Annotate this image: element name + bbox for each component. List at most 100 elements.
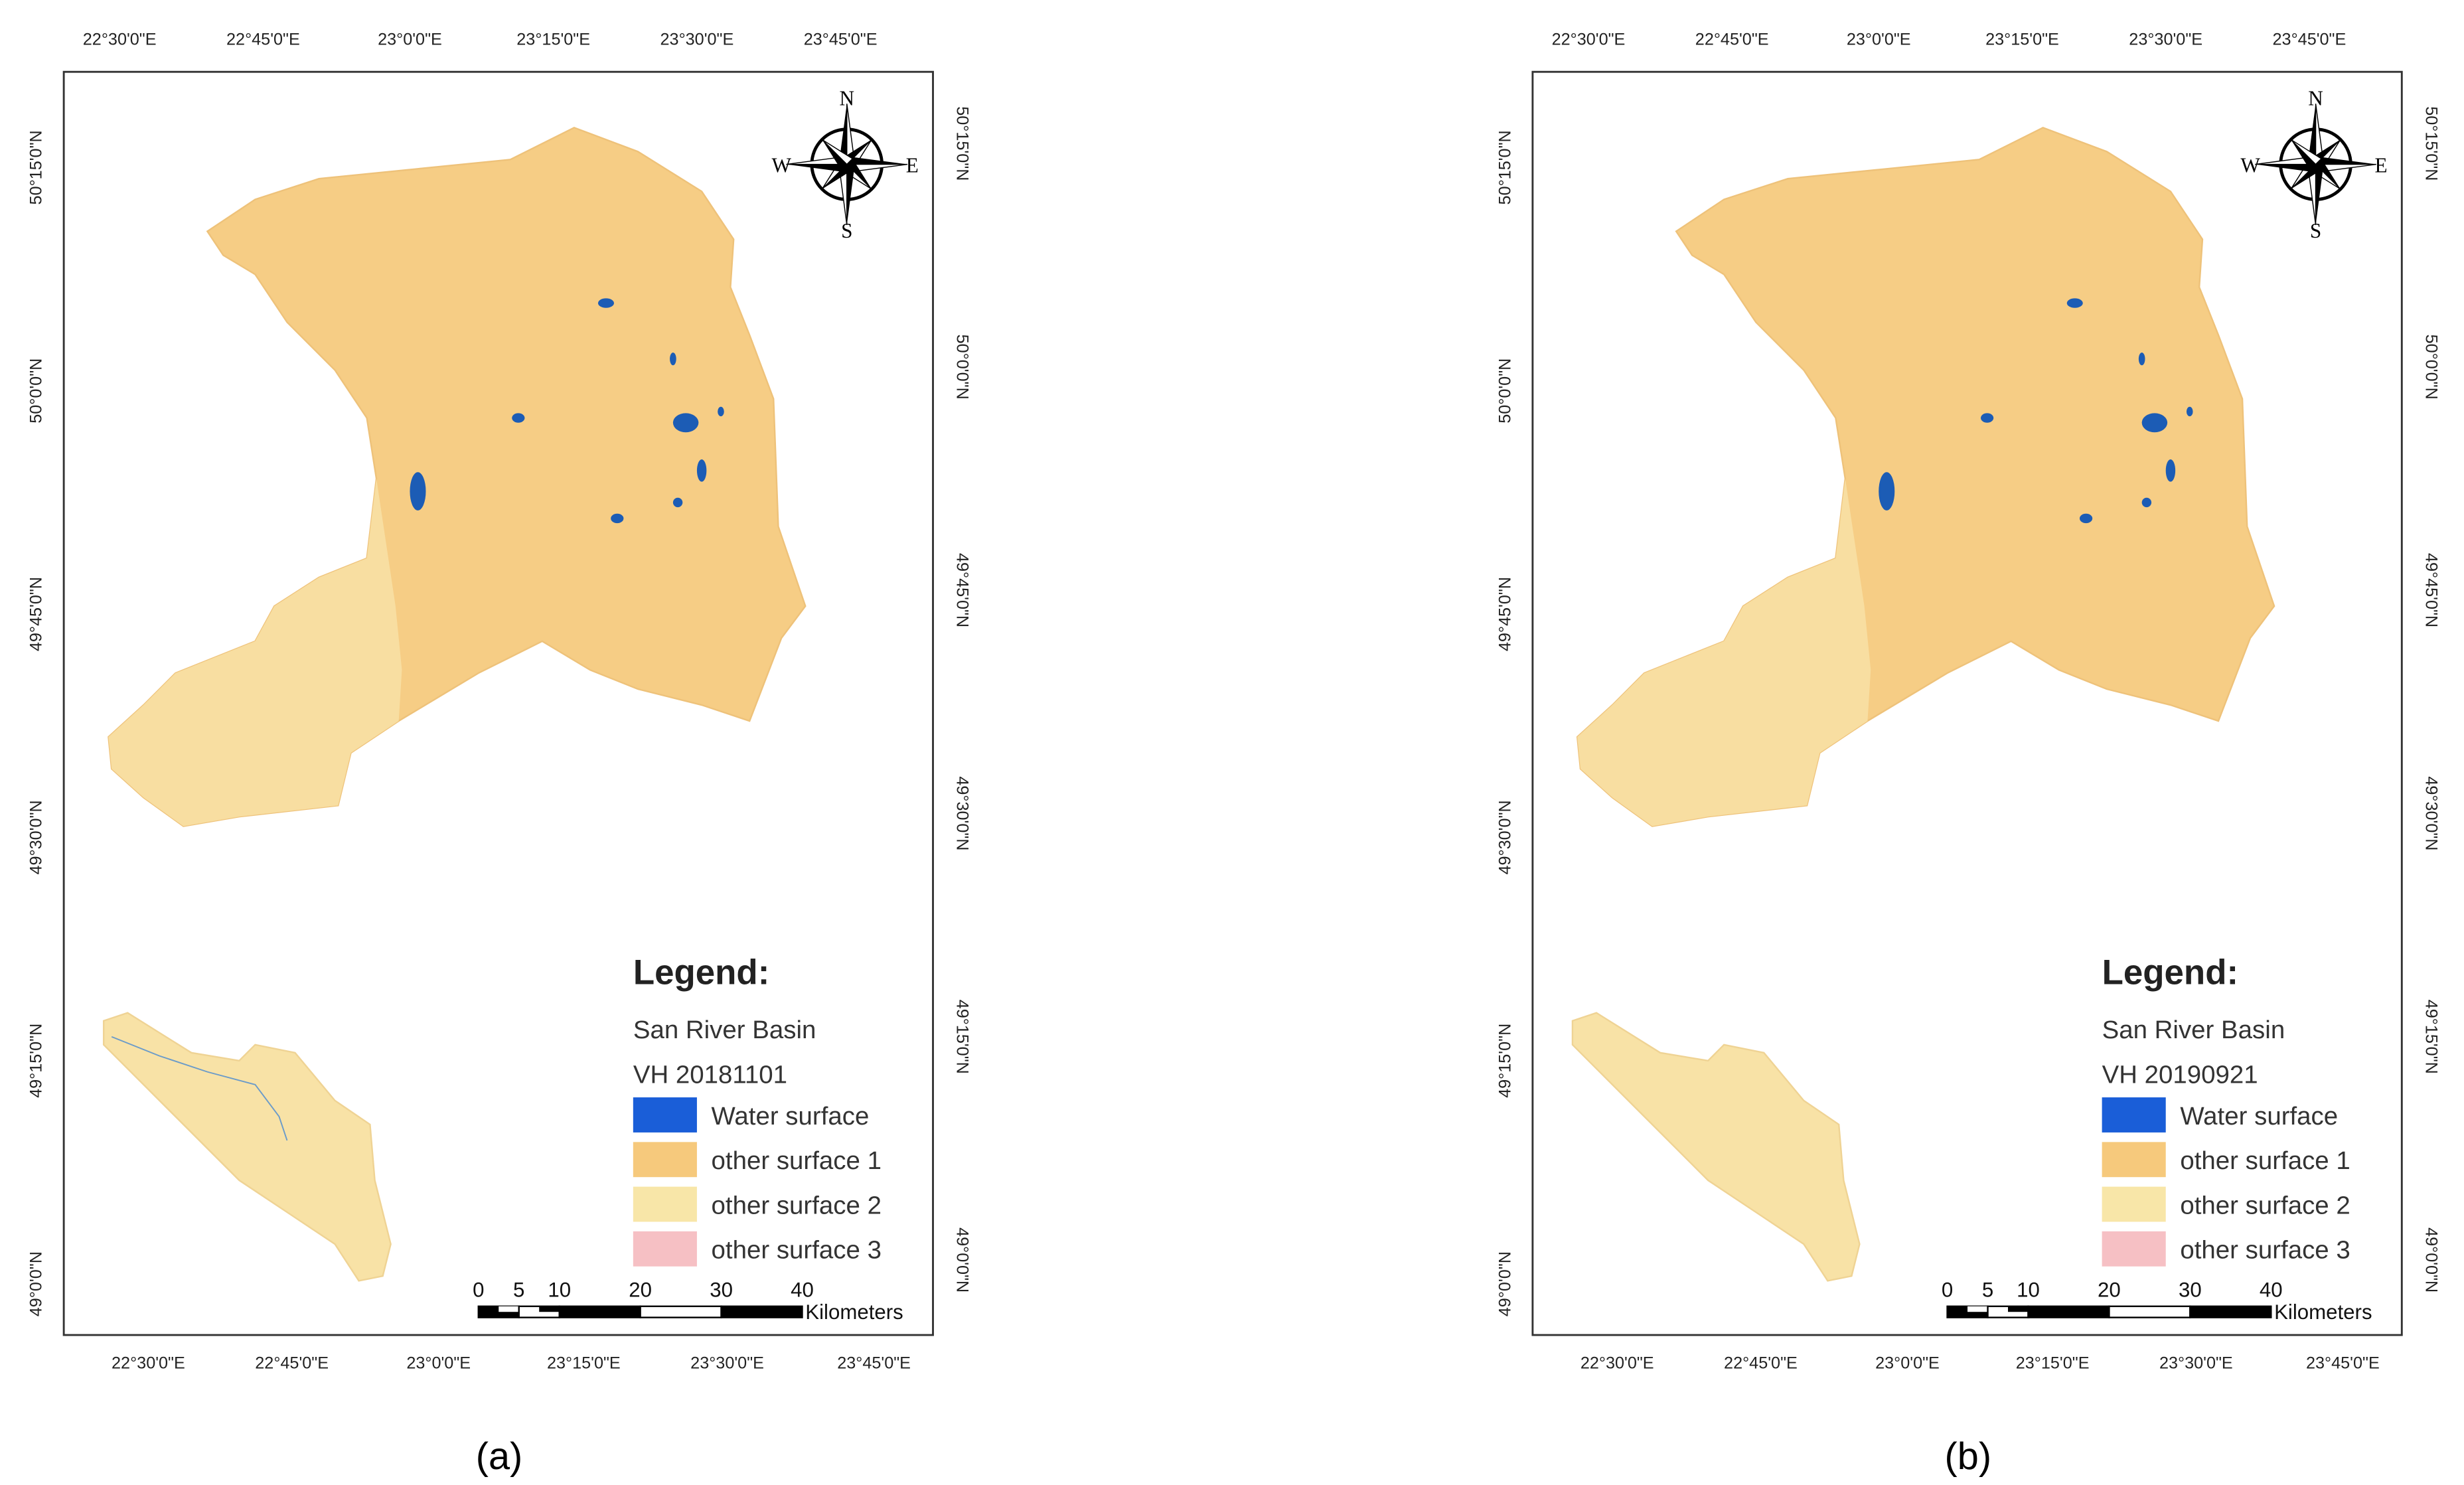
legend-band: VH 20190921 <box>2102 1060 2258 1089</box>
top-tick-label: 23°45'0"E <box>804 30 878 48</box>
bottom-tick-label: 23°30'0"E <box>2159 1354 2233 1373</box>
left-tick-label: 49°15'0"N <box>1496 1024 1514 1098</box>
scale-bar-segment <box>499 1306 519 1312</box>
legend-label: other surface 2 <box>712 1191 882 1219</box>
scale-bar-label: 5 <box>513 1278 524 1301</box>
compass-s: S <box>841 219 852 242</box>
top-tick-label: 22°45'0"E <box>1695 30 1769 48</box>
right-tick-label: 50°0'0"N <box>953 335 972 400</box>
basin-small <box>1571 1012 1861 1282</box>
bottom-tick-label: 23°0'0"E <box>1875 1354 1940 1373</box>
water-body <box>1879 472 1895 510</box>
scale-bar-segment <box>2189 1305 2272 1318</box>
scale-bar-label: 10 <box>548 1278 571 1301</box>
top-tick-label: 23°0'0"E <box>1847 30 1911 48</box>
scale-bar-segment <box>558 1305 641 1318</box>
legend-label: Water surface <box>2180 1102 2338 1131</box>
compass-n: N <box>840 87 855 110</box>
legend-title: Legend: <box>2102 953 2239 992</box>
water-body <box>672 497 683 508</box>
scale-bar-label: 10 <box>2017 1278 2040 1301</box>
basin-light <box>1577 478 1871 826</box>
compass-point <box>2291 139 2316 171</box>
scale-bar-label: 40 <box>2260 1278 2283 1301</box>
left-tick-label: 49°15'0"N <box>27 1024 45 1098</box>
legend-label: other surface 1 <box>712 1146 882 1175</box>
bottom-tick-label: 22°30'0"E <box>1580 1354 1654 1373</box>
bottom-tick-label: 23°15'0"E <box>547 1354 621 1373</box>
compass-e: E <box>906 154 919 177</box>
legend-layer: San River Basin <box>2102 1016 2285 1044</box>
map-panel: 22°30'0"E 22°45'0"E 23°0'0"E 23°15'0"E 23°30… <box>27 30 971 1478</box>
scale-bar-label: 40 <box>791 1278 814 1301</box>
water-body <box>2138 352 2145 366</box>
map-panel: 22°30'0"E 22°45'0"E 23°0'0"E 23°15'0"E 23°30… <box>1496 30 2440 1478</box>
water-body <box>2186 406 2193 417</box>
panel-caption: (b) <box>1945 1435 1991 1478</box>
legend-label: Water surface <box>712 1102 870 1131</box>
compass-point <box>2255 164 2316 173</box>
basin-light <box>108 478 402 826</box>
water-body <box>670 352 676 366</box>
water-body <box>718 406 724 417</box>
scale-bar-segment <box>2008 1306 2029 1312</box>
bottom-tick-label: 23°45'0"E <box>2306 1354 2380 1373</box>
bottom-tick-label: 23°15'0"E <box>2016 1354 2090 1373</box>
scale-bar-segment <box>1967 1306 1988 1312</box>
top-tick-label: 23°15'0"E <box>1985 30 2059 48</box>
scale-bar-segment <box>720 1305 803 1318</box>
legend-swatch <box>2102 1097 2166 1133</box>
water-body <box>2066 298 2083 308</box>
legend-swatch <box>633 1142 697 1178</box>
left-tick-label: 50°0'0"N <box>27 358 45 424</box>
scale-bar-segment <box>2108 1305 2191 1318</box>
legend-swatch <box>633 1231 697 1267</box>
legend-band: VH 20181101 <box>633 1060 787 1089</box>
right-tick-label: 50°15'0"N <box>2422 106 2440 181</box>
water-body <box>597 298 614 308</box>
legend-swatch <box>2102 1231 2166 1267</box>
scale-bar-label: 0 <box>1942 1278 1953 1301</box>
compass-rose <box>786 104 908 225</box>
top-tick-label: 22°45'0"E <box>226 30 300 48</box>
legend-swatch <box>2102 1142 2166 1178</box>
river <box>111 1036 288 1141</box>
water-body <box>410 472 426 510</box>
basin-small <box>102 1012 392 1282</box>
legend-label: other surface 3 <box>2180 1236 2350 1265</box>
bottom-tick-label: 23°0'0"E <box>406 1354 471 1373</box>
compass-rose <box>2255 104 2376 225</box>
left-tick-label: 50°0'0"N <box>1496 358 1514 424</box>
legend-swatch <box>633 1097 697 1133</box>
bottom-tick-label: 22°45'0"E <box>255 1354 329 1373</box>
compass-point <box>846 156 908 165</box>
left-tick-label: 49°30'0"N <box>27 800 45 874</box>
top-tick-label: 22°30'0"E <box>1552 30 1626 48</box>
compass-e: E <box>2375 154 2388 177</box>
water-body <box>2141 497 2152 508</box>
left-tick-label: 50°15'0"N <box>27 130 45 204</box>
compass-point <box>2290 139 2323 165</box>
legend-swatch <box>2102 1186 2166 1222</box>
scale-bar-unit: Kilometers <box>2274 1300 2372 1324</box>
compass-n: N <box>2308 87 2323 110</box>
scale-bar-label: 30 <box>710 1278 733 1301</box>
right-tick-label: 50°0'0"N <box>2422 335 2440 400</box>
water-body <box>2165 459 2176 482</box>
panel-caption: (a) <box>476 1435 522 1478</box>
scale-bar-label: 0 <box>473 1278 484 1301</box>
legend-label: other surface 2 <box>2180 1191 2350 1219</box>
legend-label: other surface 3 <box>712 1236 882 1265</box>
bottom-tick-label: 23°45'0"E <box>837 1354 911 1373</box>
water-body <box>2079 513 2093 524</box>
compass-s: S <box>2310 219 2321 242</box>
bottom-tick-label: 22°30'0"E <box>112 1354 185 1373</box>
compass-point <box>2315 164 2324 225</box>
water-body <box>1981 413 1994 423</box>
scale-bar-unit: Kilometers <box>805 1300 903 1324</box>
scale-bar-label: 30 <box>2179 1278 2202 1301</box>
top-tick-label: 22°30'0"E <box>83 30 157 48</box>
bottom-tick-label: 22°45'0"E <box>1724 1354 1798 1373</box>
left-tick-label: 49°30'0"N <box>1496 800 1514 874</box>
